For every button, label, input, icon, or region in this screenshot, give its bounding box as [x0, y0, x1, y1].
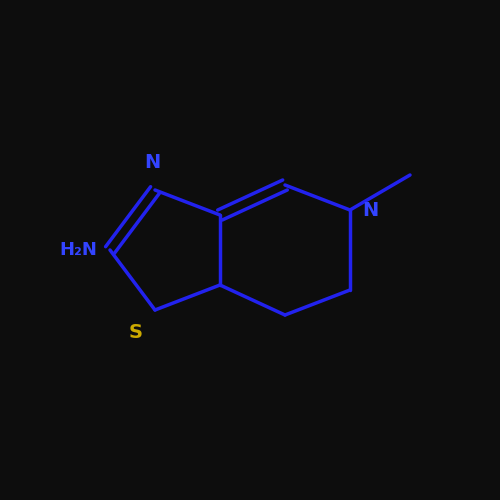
Text: S: S — [128, 322, 142, 342]
Text: N: N — [144, 154, 160, 172]
Text: N: N — [362, 200, 379, 220]
Text: H₂N: H₂N — [60, 241, 98, 259]
